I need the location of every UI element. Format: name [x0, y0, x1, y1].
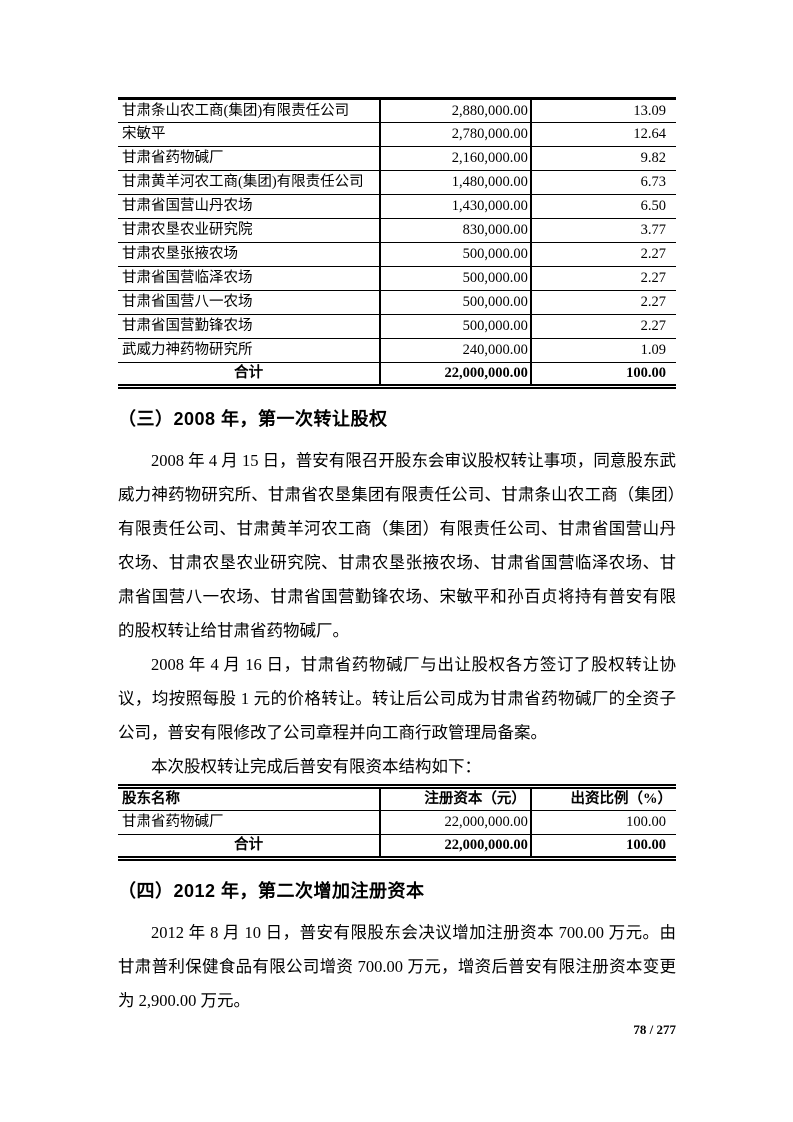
- cell-ratio: 9.82: [530, 146, 676, 171]
- header-contribution-ratio: 出资比例（%）: [530, 786, 676, 811]
- total-ratio: 100.00: [530, 362, 676, 387]
- capital-structure-table: 股东名称 注册资本（元） 出资比例（%） 甘肃省药物碱厂 22,000,000.0…: [118, 784, 676, 861]
- cell-ratio: 100.00: [530, 810, 676, 835]
- cell-capital: 500,000.00: [380, 266, 532, 291]
- table-total-row: 合计 22,000,000.00 100.00: [118, 834, 676, 859]
- shareholder-table-body: 甘肃条山农工商(集团)有限责任公司 2,880,000.00 13.09 宋敏平 2,7…: [118, 98, 676, 363]
- cell-name: 甘肃省国营临泽农场: [118, 266, 382, 291]
- table-row: 甘肃黄羊河农工商(集团)有限责任公司 1,480,000.00 6.73: [118, 170, 676, 195]
- total-label: 合计: [118, 362, 382, 387]
- header-shareholder-name: 股东名称: [118, 786, 382, 811]
- cell-capital: 1,430,000.00: [380, 194, 532, 219]
- shareholder-table-continued: 甘肃条山农工商(集团)有限责任公司 2,880,000.00 13.09 宋敏平 2,7…: [118, 97, 676, 389]
- paragraph-2012-08-10: 2012 年 8 月 10 日，普安有限股东会决议增加注册资本 700.00 万…: [118, 923, 676, 1010]
- table-row: 甘肃省药物碱厂 2,160,000.00 9.82: [118, 146, 676, 171]
- shareholder-table-total: 合计 22,000,000.00 100.00: [118, 362, 676, 387]
- table-row: 甘肃条山农工商(集团)有限责任公司 2,880,000.00 13.09: [118, 98, 676, 123]
- table-row: 甘肃省国营八一农场 500,000.00 2.27: [118, 290, 676, 315]
- cell-name: 宋敏平: [118, 122, 382, 147]
- cell-ratio: 2.27: [530, 290, 676, 315]
- cell-capital: 22,000,000.00: [380, 810, 532, 835]
- cell-capital: 830,000.00: [380, 218, 532, 243]
- capital-structure-table-body: 甘肃省药物碱厂 22,000,000.00 100.00: [118, 810, 676, 835]
- table-row: 甘肃省国营山丹农场 1,430,000.00 6.50: [118, 194, 676, 219]
- cell-name: 甘肃农垦农业研究院: [118, 218, 382, 243]
- cell-ratio: 1.09: [530, 338, 676, 363]
- header-registered-capital: 注册资本（元）: [380, 786, 532, 811]
- cell-ratio: 2.27: [530, 242, 676, 267]
- cell-capital: 2,780,000.00: [380, 122, 532, 147]
- total-ratio: 100.00: [530, 834, 676, 859]
- cell-capital: 2,880,000.00: [380, 98, 532, 123]
- cell-capital: 2,160,000.00: [380, 146, 532, 171]
- table-total-row: 合计 22,000,000.00 100.00: [118, 362, 676, 387]
- section-heading-3: （三）2008 年，第一次转让股权: [118, 409, 388, 429]
- total-capital: 22,000,000.00: [380, 834, 532, 859]
- table-header-row: 股东名称 注册资本（元） 出资比例（%）: [118, 786, 676, 811]
- cell-capital: 500,000.00: [380, 242, 532, 267]
- cell-ratio: 3.77: [530, 218, 676, 243]
- cell-name: 甘肃条山农工商(集团)有限责任公司: [118, 98, 382, 123]
- total-label: 合计: [118, 834, 382, 859]
- cell-name: 甘肃省国营山丹农场: [118, 194, 382, 219]
- total-capital: 22,000,000.00: [380, 362, 532, 387]
- cell-ratio: 6.73: [530, 170, 676, 195]
- cell-name: 甘肃省国营八一农场: [118, 290, 382, 315]
- cell-ratio: 2.27: [530, 266, 676, 291]
- paragraph-2008-04-16: 2008 年 4 月 16 日，甘肃省药物碱厂与出让股权各方签订了股权转让协议，…: [118, 655, 676, 742]
- cell-capital: 1,480,000.00: [380, 170, 532, 195]
- cell-capital: 240,000.00: [380, 338, 532, 363]
- paragraph-2008-04-15: 2008 年 4 月 15 日，普安有限召开股东会审议股权转让事项，同意股东武威…: [118, 451, 676, 640]
- cell-capital: 500,000.00: [380, 290, 532, 315]
- cell-name: 甘肃省药物碱厂: [118, 146, 382, 171]
- cell-name: 甘肃省药物碱厂: [118, 810, 382, 835]
- paragraph-capital-structure-intro: 本次股权转让完成后普安有限资本结构如下：: [151, 757, 481, 776]
- page-number: 78 / 277: [633, 1022, 676, 1037]
- table-row: 甘肃农垦张掖农场 500,000.00 2.27: [118, 242, 676, 267]
- section-heading-4: （四）2012 年，第二次增加注册资本: [118, 881, 425, 901]
- table-row: 甘肃省国营临泽农场 500,000.00 2.27: [118, 266, 676, 291]
- table-row: 宋敏平 2,780,000.00 12.64: [118, 122, 676, 147]
- cell-name: 甘肃农垦张掖农场: [118, 242, 382, 267]
- cell-name: 甘肃黄羊河农工商(集团)有限责任公司: [118, 170, 382, 195]
- table-row: 甘肃省国营勤锋农场 500,000.00 2.27: [118, 314, 676, 339]
- table-row: 甘肃农垦农业研究院 830,000.00 3.77: [118, 218, 676, 243]
- table-row: 武威力神药物研究所 240,000.00 1.09: [118, 338, 676, 363]
- cell-capital: 500,000.00: [380, 314, 532, 339]
- capital-structure-table-head: 股东名称 注册资本（元） 出资比例（%）: [118, 786, 676, 811]
- table-row: 甘肃省药物碱厂 22,000,000.00 100.00: [118, 810, 676, 835]
- capital-structure-table-total: 合计 22,000,000.00 100.00: [118, 834, 676, 859]
- cell-name: 武威力神药物研究所: [118, 338, 382, 363]
- cell-ratio: 2.27: [530, 314, 676, 339]
- cell-ratio: 12.64: [530, 122, 676, 147]
- cell-ratio: 13.09: [530, 98, 676, 123]
- cell-ratio: 6.50: [530, 194, 676, 219]
- page-content: 甘肃条山农工商(集团)有限责任公司 2,880,000.00 13.09 宋敏平 2,7…: [118, 97, 676, 1018]
- cell-name: 甘肃省国营勤锋农场: [118, 314, 382, 339]
